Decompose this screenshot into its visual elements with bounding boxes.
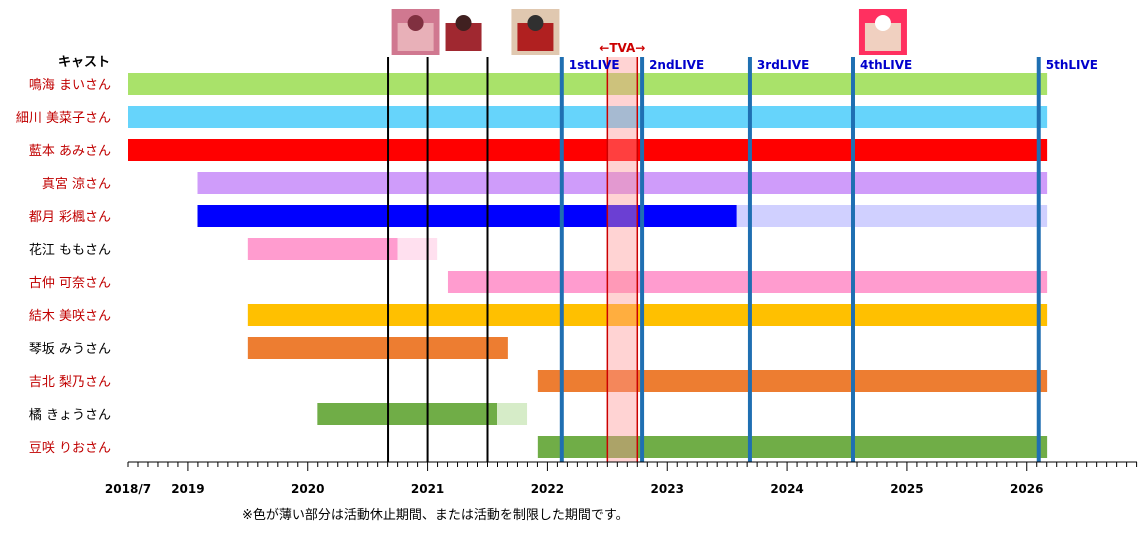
x-tick-label: 2019 [171, 482, 204, 496]
live-label: 5thLIVE [1046, 58, 1098, 72]
cast-name-label: 細川 美菜子さん [16, 111, 111, 126]
cast-name-label: 藍本 あみさん [29, 144, 111, 159]
album-thumbnail-2 [439, 9, 488, 55]
live-label: 1stLIVE [569, 58, 620, 72]
tva-band [607, 57, 638, 462]
note-text: ※色が薄い部分は活動休止期間、または活動を制限した期間です。 [242, 508, 629, 523]
live-label: 2ndLIVE [649, 58, 704, 72]
cast-header: キャスト [58, 55, 110, 70]
bar-segment [128, 139, 1048, 161]
cast-name-label: 結木 美咲さん [29, 308, 111, 324]
live-label: 4thLIVE [860, 58, 912, 72]
cast-name-label: 吉北 梨乃さん [29, 375, 111, 390]
cast-name-label: 琴坂 みうさん [29, 342, 111, 357]
bar-segment [247, 238, 398, 260]
cast-name-label: 鳴海 まいさん [29, 78, 111, 93]
bar-segment-paused [497, 403, 528, 425]
bar-segment [197, 172, 1048, 194]
x-tick-label: 2018/7 [105, 482, 151, 496]
tva-label: ←TVA→ [599, 41, 645, 55]
x-tick-label: 2020 [291, 482, 324, 496]
x-tick-label: 2021 [411, 482, 444, 496]
cast-name-label: 真宮 涼さん [42, 176, 111, 192]
cast-name-label: 花江 ももさん [29, 242, 111, 258]
bar-segment [247, 304, 1048, 326]
bar-segment-paused [736, 205, 1048, 227]
cast-name-label: 古仲 可奈さん [29, 276, 111, 291]
album-thumbnail-3 [511, 9, 560, 55]
x-tick-label: 2026 [1010, 482, 1043, 496]
x-tick-label: 2023 [651, 482, 684, 496]
album-thumbnail-4 [858, 9, 907, 55]
bar-segment [197, 205, 737, 227]
x-tick-label: 2022 [531, 482, 564, 496]
bar-segment [317, 403, 498, 425]
bar-segment-paused [397, 238, 438, 260]
bar-segment [247, 337, 508, 359]
cast-name-label: 橘 きょうさん [29, 407, 111, 423]
cast-name-label: 豆咲 りおさん [29, 440, 111, 456]
bar-segment [447, 271, 1048, 293]
bar-segment [128, 73, 1048, 95]
bar-segment [128, 106, 1048, 128]
bar-segment [537, 436, 1048, 458]
live-label: 3rdLIVE [757, 58, 809, 72]
x-tick-label: 2024 [770, 482, 803, 496]
bar-segment [537, 370, 1048, 392]
album-thumbnail-1 [391, 9, 440, 55]
x-tick-label: 2025 [890, 482, 923, 496]
cast-name-label: 都月 彩楓さん [29, 210, 111, 225]
